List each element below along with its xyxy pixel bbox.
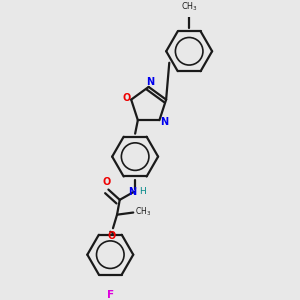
Text: N: N (128, 187, 136, 197)
Text: CH$_3$: CH$_3$ (135, 205, 152, 218)
Text: O: O (122, 93, 130, 103)
Text: CH$_3$: CH$_3$ (181, 1, 198, 13)
Text: O: O (102, 177, 110, 188)
Text: H: H (140, 187, 146, 196)
Text: N: N (160, 117, 168, 127)
Text: O: O (108, 231, 116, 241)
Text: N: N (146, 77, 154, 87)
Text: F: F (107, 290, 114, 300)
